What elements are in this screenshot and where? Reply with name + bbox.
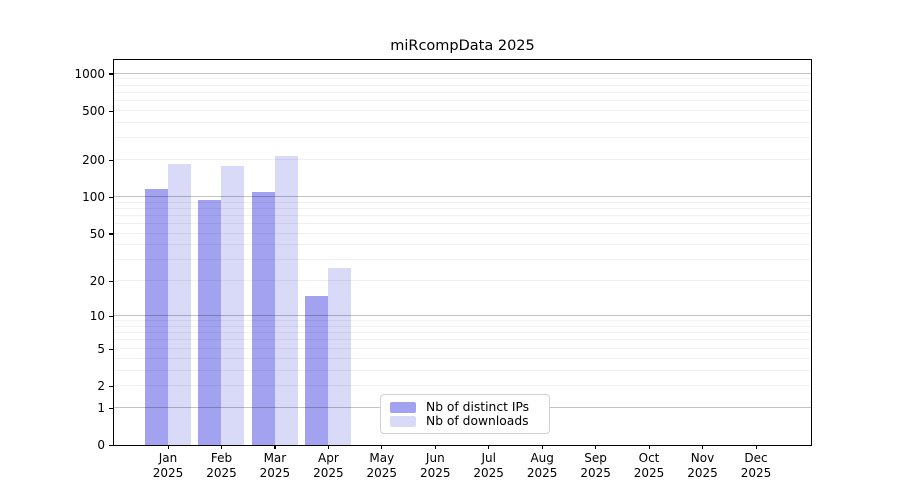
legend-item-downloads: Nb of downloads: [390, 414, 539, 428]
gridline-major: [114, 72, 811, 74]
bar-distinct-ips-mar: [251, 191, 275, 445]
y-tick: [109, 385, 113, 387]
y-tick: [109, 73, 113, 75]
y-tick-label: 1000: [74, 66, 105, 81]
x-tick: [434, 445, 436, 449]
gridline-minor: [114, 158, 811, 160]
x-tick-label-line: Mar: [263, 451, 287, 465]
y-tick-label: 200: [82, 152, 105, 167]
y-tick: [109, 444, 113, 446]
x-tick-label: Mar 2025: [245, 451, 305, 482]
y-tick: [109, 407, 113, 409]
x-tick-label: Nov 2025: [673, 451, 733, 482]
x-tick-label-line: 2025: [366, 466, 398, 481]
chart-title: miRcompData 2025: [390, 38, 535, 54]
y-tick-label: 20: [89, 274, 105, 289]
x-tick-label-line: Oct: [638, 451, 660, 465]
x-tick-label-line: Dec: [744, 451, 768, 465]
x-tick: [274, 445, 276, 449]
legend-swatch-downloads: [390, 415, 416, 427]
bar-distinct-ips-feb: [198, 199, 222, 445]
x-tick-label-line: 2025: [473, 466, 504, 481]
legend-label-downloads: Nb of downloads: [426, 414, 529, 428]
y-tick-label: 50: [89, 226, 105, 241]
x-tick-label: Feb 2025: [192, 451, 252, 482]
x-tick-label: Sep 2025: [566, 451, 626, 482]
y-tick-label: 5: [97, 341, 105, 356]
x-tick: [167, 445, 169, 449]
x-tick-label-line: 2025: [259, 466, 291, 481]
y-tick-label: 0: [97, 438, 105, 452]
x-tick: [648, 445, 650, 449]
bar-downloads-apr: [328, 267, 352, 445]
x-tick-label: Apr 2025: [298, 451, 358, 482]
x-tick: [755, 445, 757, 449]
gridline-minor: [114, 100, 811, 101]
x-tick-label: Jun 2025: [405, 451, 465, 482]
x-tick-label-line: 2025: [152, 466, 184, 481]
gridline-minor: [114, 91, 811, 93]
legend-swatch-distinct-ips: [390, 401, 416, 413]
x-tick-label-line: 2025: [580, 466, 611, 481]
legend-item-distinct-ips: Nb of distinct IPs: [390, 400, 539, 414]
x-tick-label-line: Sep: [584, 451, 607, 465]
gridline-major: [114, 195, 811, 197]
bar-distinct-ips-apr: [305, 295, 329, 445]
x-tick: [327, 445, 330, 449]
x-tick-label-line: 2025: [740, 466, 772, 481]
gridline-minor: [114, 78, 811, 80]
y-tick: [109, 281, 113, 283]
x-tick-label-line: May: [369, 451, 395, 465]
bar-downloads-mar: [274, 156, 298, 445]
gridline-minor: [114, 84, 811, 86]
y-tick: [109, 315, 113, 318]
y-tick-label: 10: [89, 309, 105, 324]
x-tick-label-line: 2025: [313, 466, 344, 481]
y-tick: [109, 348, 113, 350]
y-tick: [109, 196, 113, 198]
plot-area: miRcompData 2025 Nb of distinct IPs Nb o…: [74, 38, 812, 480]
y-tick: [109, 159, 113, 161]
legend-box: Nb of distinct IPs Nb of downloads: [380, 394, 550, 434]
gridline-minor: [114, 137, 811, 139]
y-tick-label: 100: [82, 189, 105, 204]
y-tick: [109, 233, 113, 235]
x-tick-label: May 2025: [352, 451, 412, 482]
x-tick: [221, 445, 223, 449]
x-tick-label-line: 2025: [206, 466, 237, 481]
gridline-minor: [114, 121, 811, 123]
x-tick: [488, 445, 490, 449]
x-tick-label: Dec 2025: [726, 451, 786, 482]
x-tick-label-line: Feb: [210, 451, 233, 465]
x-tick-label-line: Nov: [690, 451, 715, 465]
y-tick-label: 1: [97, 400, 105, 415]
x-tick-label-line: Aug: [530, 451, 554, 465]
x-tick: [381, 445, 383, 449]
x-tick-label-line: 2025: [687, 466, 718, 481]
x-tick-label-line: 2025: [420, 466, 451, 481]
bar-downloads-jan: [168, 164, 191, 445]
gridline-minor: [114, 109, 811, 111]
x-tick-label: Jul 2025: [459, 451, 519, 482]
x-tick-label: Jan 2025: [138, 451, 198, 482]
x-tick: [595, 445, 597, 449]
x-tick-label: Oct 2025: [619, 451, 679, 482]
y-tick: [109, 110, 113, 112]
y-tick-label: 500: [82, 103, 105, 118]
x-tick-label-line: Jul: [481, 451, 496, 465]
bar-distinct-ips-jan: [145, 189, 168, 445]
x-tick-label-line: Jun: [425, 451, 445, 465]
x-tick-label-line: Jan: [158, 451, 178, 465]
x-tick: [702, 445, 704, 449]
x-tick-label-line: 2025: [526, 466, 558, 481]
x-tick: [541, 445, 543, 449]
x-tick-label: Aug 2025: [512, 451, 572, 482]
legend-label-distinct-ips: Nb of distinct IPs: [426, 400, 530, 414]
x-tick-label-line: Apr: [318, 451, 339, 465]
y-tick-label: 2: [97, 378, 105, 393]
x-tick-label-line: 2025: [633, 466, 665, 481]
bar-downloads-feb: [221, 165, 245, 445]
